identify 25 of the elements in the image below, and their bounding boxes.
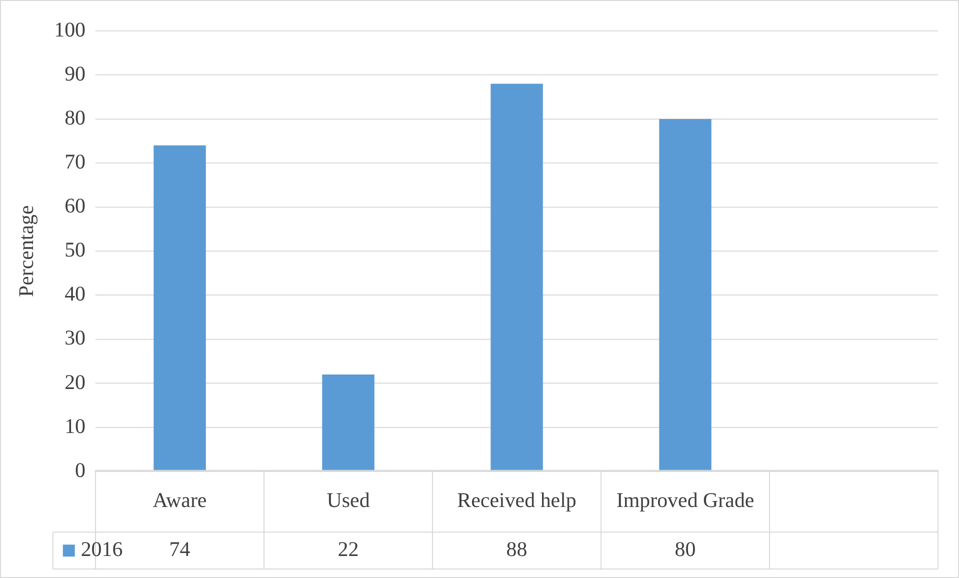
y-tick-label: 30 (64, 326, 86, 350)
y-tick-label: 80 (64, 106, 86, 130)
y-tick-label: 50 (64, 238, 86, 262)
x-tick-label: Used (326, 488, 370, 512)
data-label: 22 (338, 537, 359, 562)
y-tick-label: 10 (64, 414, 86, 438)
data-label: 88 (506, 537, 528, 562)
bar (659, 118, 712, 471)
y-tick-label: 100 (54, 17, 86, 42)
bar (322, 374, 374, 471)
bar (154, 145, 206, 471)
y-tick-label: 90 (64, 61, 86, 86)
x-tick-label: Received help (457, 488, 576, 512)
x-tick-label: Aware (152, 488, 207, 512)
legend-label: 2016 (80, 537, 123, 562)
y-axis-title: Percentage (14, 205, 38, 298)
bar (490, 84, 543, 471)
y-tick-label: 70 (64, 150, 86, 174)
y-tick-label: 20 (64, 370, 86, 394)
y-tick-label: 0 (75, 458, 86, 482)
x-tick-label: Improved Grade (616, 488, 754, 512)
data-label: 74 (169, 537, 191, 562)
data-label: 80 (674, 537, 696, 562)
y-tick-label: 60 (64, 194, 86, 218)
y-tick-label: 40 (64, 282, 86, 306)
